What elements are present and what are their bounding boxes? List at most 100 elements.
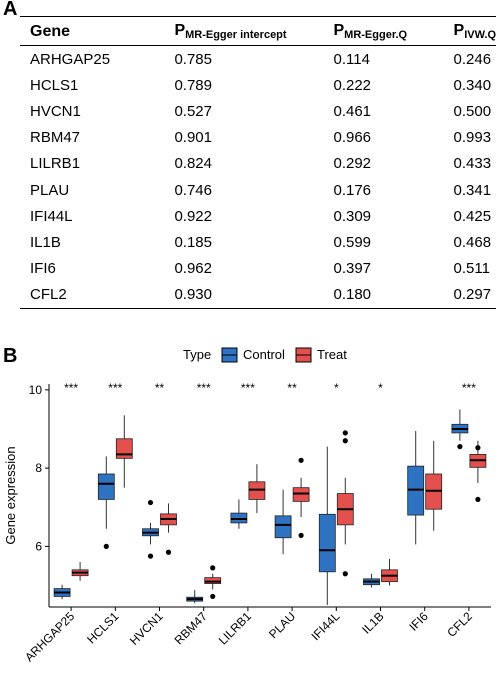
cell-ivw-q: 0.341 xyxy=(453,181,492,199)
significance-label: *** xyxy=(64,381,78,395)
outlier-point xyxy=(475,496,481,503)
cell-egger-intercept: 0.746 xyxy=(174,181,212,199)
box-control xyxy=(97,473,115,500)
significance-label: *** xyxy=(462,381,476,395)
cell-egger-q: 0.461 xyxy=(333,102,372,120)
cell-ivw-q: 0.246 xyxy=(453,50,492,68)
y-tick-label: 8 xyxy=(35,461,42,475)
cell-gene: CFL2 xyxy=(30,286,67,304)
cell-egger-q: 0.599 xyxy=(333,233,372,251)
header-ivw-q: PIVW.Q xyxy=(444,17,496,46)
significance-label: ** xyxy=(287,381,297,395)
x-tick-label: PLAU xyxy=(266,609,298,641)
cell-egger-intercept: 0.922 xyxy=(174,207,212,225)
outlier-point xyxy=(457,443,463,450)
box-control xyxy=(318,513,336,573)
x-tick-label: LILRB1 xyxy=(216,609,254,647)
box-control xyxy=(274,515,292,539)
header-p-letter: P xyxy=(174,22,186,39)
x-tick-label: IL1B xyxy=(359,609,386,636)
cell-egger-q: 0.292 xyxy=(333,155,372,173)
outlier-point xyxy=(342,438,348,444)
header-egger-intercept: PMR-Egger intercept xyxy=(164,17,323,46)
y-tick-label: 10 xyxy=(29,383,43,397)
outlier-point xyxy=(475,445,481,451)
cell-gene: IL1B xyxy=(30,233,61,251)
x-tick-label: ARHGAP25 xyxy=(22,609,77,664)
outlier-point xyxy=(298,532,304,539)
x-tick-label: IFI44L xyxy=(308,609,342,643)
significance-label: * xyxy=(334,381,339,395)
table-row: PLAU 0.746 0.176 0.341 xyxy=(20,177,496,203)
cell-gene: IFI44L xyxy=(30,207,73,225)
table-row: LILRB1 0.824 0.292 0.433 xyxy=(20,151,496,177)
cell-egger-intercept: 0.785 xyxy=(174,50,212,68)
table-row: IFI6 0.962 0.397 0.511 xyxy=(20,256,496,282)
table-row: ARHGAP25 0.785 0.114 0.246 xyxy=(20,46,496,73)
y-axis-label: Gene expression xyxy=(3,446,18,544)
cell-egger-intercept: 0.527 xyxy=(174,102,212,120)
cell-gene: PLAU xyxy=(30,181,70,199)
header-ivw-q-sub: IVW.Q xyxy=(464,29,496,41)
cell-gene: HCLS1 xyxy=(30,76,79,94)
header-p-letter: P xyxy=(453,22,465,39)
header-gene: Gene xyxy=(30,22,71,40)
cell-egger-intercept: 0.789 xyxy=(174,76,212,94)
significance-label: * xyxy=(378,381,383,395)
mr-results-table: Gene PMR-Egger intercept PMR-Egger.Q PIV… xyxy=(20,16,496,309)
outlier-point xyxy=(147,553,154,559)
table-row: HCLS1 0.789 0.222 0.340 xyxy=(20,72,496,98)
significance-label: *** xyxy=(241,381,255,395)
cell-egger-q: 0.114 xyxy=(333,50,370,68)
cell-ivw-q: 0.297 xyxy=(453,286,492,304)
cell-egger-q: 0.309 xyxy=(333,207,372,225)
cell-egger-intercept: 0.824 xyxy=(174,155,212,173)
cell-egger-q: 0.397 xyxy=(333,260,372,278)
cell-egger-intercept: 0.930 xyxy=(174,286,212,304)
cell-gene: IFI6 xyxy=(30,260,56,278)
outlier-point xyxy=(342,430,348,436)
table-row: CFL2 0.930 0.180 0.297 xyxy=(20,282,496,309)
cell-egger-q: 0.966 xyxy=(333,129,372,147)
cell-gene: LILRB1 xyxy=(30,155,81,173)
cell-egger-intercept: 0.962 xyxy=(174,260,212,278)
legend-title: Type xyxy=(183,347,211,362)
legend-label-treat: Treat xyxy=(317,347,347,362)
outlier-point xyxy=(342,571,348,577)
header-p-letter: P xyxy=(333,22,345,39)
table-row: HVCN1 0.527 0.461 0.500 xyxy=(20,98,496,124)
cell-ivw-q: 0.993 xyxy=(453,129,492,147)
cell-egger-q: 0.176 xyxy=(333,181,372,199)
header-egger-q: PMR-Egger.Q xyxy=(323,17,443,46)
table-header-row: Gene PMR-Egger intercept PMR-Egger.Q PIV… xyxy=(20,16,496,46)
x-tick-label: CFL2 xyxy=(444,609,475,640)
outlier-point xyxy=(210,565,216,571)
cell-ivw-q: 0.425 xyxy=(453,207,492,225)
table-row: IL1B 0.185 0.599 0.468 xyxy=(20,229,496,255)
cell-egger-intercept: 0.185 xyxy=(174,233,212,251)
cell-egger-q: 0.222 xyxy=(333,76,372,94)
y-tick-label: 6 xyxy=(35,539,42,553)
outlier-point xyxy=(165,549,172,555)
table-row: RBM47 0.901 0.966 0.993 xyxy=(20,125,496,151)
cell-gene: RBM47 xyxy=(30,129,81,147)
x-tick-label: HCLS1 xyxy=(84,609,121,646)
cell-ivw-q: 0.500 xyxy=(453,102,492,120)
cell-ivw-q: 0.340 xyxy=(453,76,492,94)
x-tick-label: IFI6 xyxy=(406,609,431,634)
cell-ivw-q: 0.511 xyxy=(453,260,490,278)
header-egger-intercept-sub: MR-Egger intercept xyxy=(185,29,287,41)
outlier-point xyxy=(103,543,109,549)
header-egger-q-sub: MR-Egger.Q xyxy=(344,29,408,41)
outlier-point xyxy=(210,593,216,600)
cell-egger-q: 0.180 xyxy=(333,286,372,304)
significance-label: *** xyxy=(108,381,122,395)
gene-expression-boxplot: Type Control Treat 6 8 10 Gene expression ARHGA… xyxy=(3,347,491,664)
cell-ivw-q: 0.468 xyxy=(453,233,492,251)
panel-a-label: A xyxy=(3,0,18,20)
cell-gene: HVCN1 xyxy=(30,102,81,120)
x-tick-label: RBM47 xyxy=(172,609,210,647)
outlier-point xyxy=(147,499,154,506)
panel-b-label: B xyxy=(3,345,18,367)
x-tick-label: HVCN1 xyxy=(127,609,166,648)
